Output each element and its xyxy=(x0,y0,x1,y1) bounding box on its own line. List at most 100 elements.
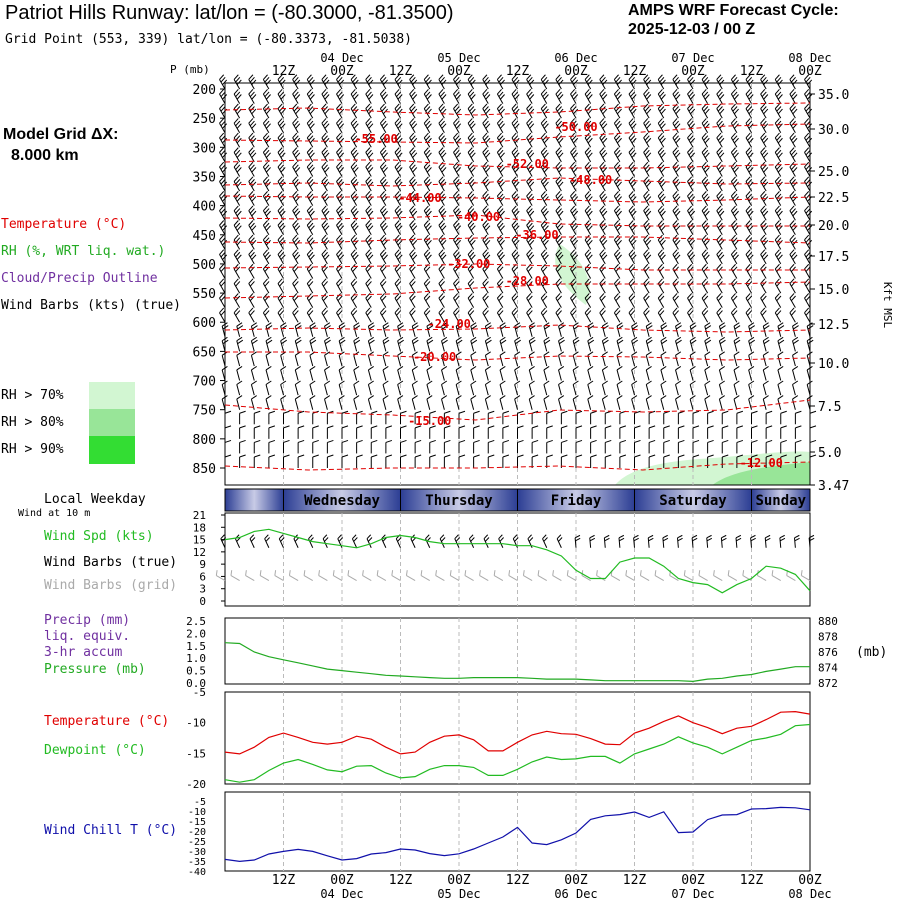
barb-flag xyxy=(412,336,418,342)
barb-flag xyxy=(792,167,798,173)
barb-flag xyxy=(500,325,507,330)
barb-staff xyxy=(570,312,577,323)
barb-flag xyxy=(587,366,594,371)
cs-wind-barb xyxy=(482,118,491,133)
cs-wind-barb xyxy=(453,74,462,90)
barb-flag xyxy=(570,147,576,153)
barb-staff xyxy=(280,384,284,396)
cs-wind-barb xyxy=(365,176,374,192)
barb-flag xyxy=(514,366,521,371)
barb-flag xyxy=(254,410,261,414)
barb-flag xyxy=(587,395,594,400)
cs-wind-barb xyxy=(789,249,798,265)
barb-staff xyxy=(221,384,226,396)
cs-wind-barb xyxy=(321,118,330,133)
cs-wind-barb xyxy=(426,351,433,367)
barb-flag xyxy=(599,88,605,95)
barb-flag xyxy=(365,103,371,109)
barb-flag xyxy=(795,454,802,458)
cs-wind-barb xyxy=(613,191,622,206)
barb-staff xyxy=(528,398,533,410)
barb-staff xyxy=(687,268,694,279)
barb-flag xyxy=(426,351,433,356)
cs-wind-barb xyxy=(367,395,374,410)
cs-wind-barb xyxy=(575,410,583,425)
barb-flag xyxy=(646,325,653,330)
cs-wind-barb xyxy=(643,307,650,323)
barb-flag xyxy=(236,239,242,246)
barb-flag xyxy=(584,205,590,211)
grid-wind-barb xyxy=(391,570,401,581)
cs-ytick-label: 450 xyxy=(193,229,216,244)
barb-flag xyxy=(542,77,548,83)
barb-flag xyxy=(350,74,356,80)
barb-flag xyxy=(381,251,387,258)
cs-wind-barb xyxy=(262,147,271,163)
cs-wind-barb xyxy=(657,74,666,90)
cs-wind-barb xyxy=(526,205,535,221)
barb-flag xyxy=(599,118,605,124)
barb-flag xyxy=(587,351,594,356)
barb-flag xyxy=(763,181,769,188)
cs-wind-barb xyxy=(558,395,565,410)
cs-wind-barb xyxy=(400,410,407,425)
barb-flag xyxy=(412,325,419,330)
barb-staff xyxy=(336,312,343,323)
barb-flag xyxy=(221,322,228,327)
barb-flag xyxy=(674,135,679,141)
barb-flag xyxy=(215,570,218,576)
cs-wind-barb xyxy=(645,380,652,396)
cs-wind-barb xyxy=(423,176,432,192)
cs-wind-barb xyxy=(634,454,641,468)
barb-flag xyxy=(236,537,241,542)
barb-flag xyxy=(531,439,539,443)
barb-flag xyxy=(254,439,261,443)
cs-wind-barb xyxy=(350,103,359,119)
barb-flag xyxy=(807,254,813,260)
cs-wind-barb xyxy=(326,410,334,425)
barb-flag xyxy=(659,208,665,214)
cs-wind-barb xyxy=(253,439,261,454)
barb-flag xyxy=(293,222,299,229)
cs-wind-barb xyxy=(394,205,403,221)
barb-staff xyxy=(365,268,372,279)
cs-wind-barb xyxy=(701,220,710,236)
barb-staff xyxy=(309,355,314,367)
barb-flag xyxy=(674,295,679,302)
cs-wind-barb xyxy=(701,293,709,308)
cs-wind-barb xyxy=(687,234,696,250)
barb-flag xyxy=(454,208,460,214)
cs-wind-barb xyxy=(441,336,448,352)
barb-flag xyxy=(426,94,432,100)
cs-wind-barb xyxy=(526,74,535,90)
barb-flag xyxy=(561,425,568,429)
cs-wind-barb xyxy=(262,191,271,206)
barb-flag xyxy=(498,310,504,316)
cs-wind-barb xyxy=(687,103,696,119)
barb-flag xyxy=(321,220,327,226)
cs-wind-barb xyxy=(657,118,666,133)
cs-wind-barb xyxy=(221,336,229,352)
cs-ytick-label: 400 xyxy=(193,200,216,215)
cs-wind-barb xyxy=(748,336,755,352)
barb-flag xyxy=(745,263,751,270)
barb-flag xyxy=(588,339,595,345)
barb-flag xyxy=(614,191,619,197)
cs-wind-barb xyxy=(336,191,345,206)
barb-flag xyxy=(219,263,225,270)
cs-wind-barb xyxy=(730,249,739,265)
barb-staff xyxy=(762,340,767,352)
barb-flag xyxy=(543,239,549,246)
barb-flag xyxy=(453,132,459,139)
cs-wind-barb xyxy=(219,220,228,236)
cs-wind-barb xyxy=(306,118,315,133)
barb-flag xyxy=(485,351,491,356)
barb-flag xyxy=(617,79,622,86)
barb-flag xyxy=(425,295,431,302)
cs-wind-barb xyxy=(321,234,330,250)
barb-staff xyxy=(411,340,416,352)
barb-flag xyxy=(736,410,744,414)
cs-wind-barb xyxy=(496,293,504,308)
barb-staff xyxy=(367,398,372,410)
cs-wind-barb xyxy=(379,205,388,221)
